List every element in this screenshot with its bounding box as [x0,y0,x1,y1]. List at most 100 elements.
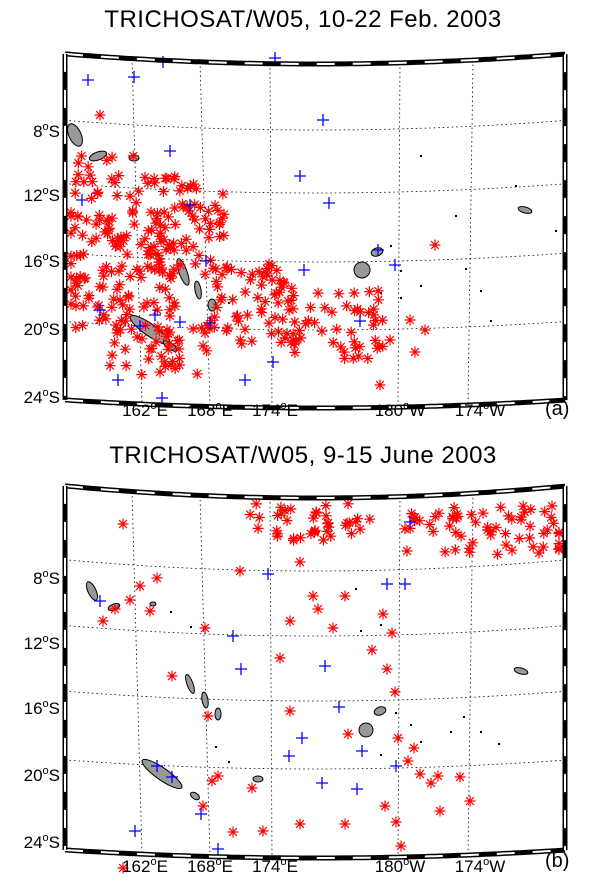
detection-marker [339,590,351,602]
detection-marker [145,206,157,218]
detection-marker [269,289,281,301]
detection-marker [148,297,160,309]
no-detection-marker [184,199,196,211]
island [252,775,264,783]
detection-marker [327,622,339,634]
islet [400,270,402,272]
islet [463,716,465,718]
detection-marker [203,322,215,334]
map-frame [62,483,568,861]
no-detection-marker [298,264,310,276]
detection-marker [372,285,384,297]
detection-marker [135,272,147,283]
detection-marker [525,503,537,515]
island [149,601,157,607]
detection-marker [307,590,319,602]
detection-marker [168,173,180,185]
longitude-label: 180oW [375,400,426,420]
detection-marker [65,298,77,310]
detection-marker [191,368,203,380]
detection-marker [210,263,222,275]
detection-marker [163,338,175,350]
detection-marker [153,264,165,276]
detection-marker [152,249,164,261]
no-detection-marker [129,825,141,837]
detection-marker [188,178,199,190]
detection-marker [342,498,354,510]
detection-marker [464,795,476,807]
detection-marker [70,290,82,302]
detection-marker [154,282,166,293]
detection-marker [439,546,451,558]
detection-marker [182,182,194,194]
detection-marker [553,528,565,539]
detection-marker [338,346,350,358]
detection-marker [121,248,133,260]
detection-marker [70,300,82,312]
detection-marker [381,663,393,675]
no-detection-marker [94,304,106,316]
detection-marker [252,522,264,534]
no-detection-marker [149,309,161,321]
detection-marker [321,525,333,537]
detection-marker [169,202,181,214]
detection-marker [165,272,177,284]
detection-marker [159,356,171,368]
map-title-b: TRICHOSAT/W05, 9-15 June 2003 [109,442,497,469]
detection-marker [77,319,88,331]
no-detection-marker [156,392,168,404]
detection-marker [212,281,224,293]
longitude-gridline [199,495,211,857]
detection-marker [146,343,158,355]
detection-marker [485,525,497,537]
detection-marker [242,309,253,321]
islet [395,712,397,714]
detection-marker [221,325,233,337]
detection-marker [108,293,120,305]
detection-marker [339,818,351,830]
detection-marker [163,238,175,250]
detection-marker [199,622,211,634]
islet [190,626,192,628]
detection-marker [144,605,156,617]
detection-marker [169,171,181,183]
detection-marker [98,270,110,282]
map-panel-b: 8oS 12oS 16oS 20oS 24oS 162oE 168oE 174oE 180oW 1… [24,483,568,876]
detection-marker [153,325,165,337]
detection-marker [139,171,151,183]
detection-marker [76,150,87,162]
latitude-gridline [64,119,566,131]
detection-marker [235,267,247,279]
no-detection-marker [112,374,124,386]
latitude-gridline [64,759,566,770]
detection-marker [177,201,189,213]
detection-marker [232,315,244,327]
detection-marker [537,541,549,553]
detection-marker [111,283,123,295]
detection-marker [69,222,81,234]
latitude-label: 12oS [24,633,60,653]
detection-marker [369,315,381,327]
latitude-gridline [64,690,566,702]
no-detection-marker [296,732,308,744]
islet [390,245,392,247]
islet [400,297,402,299]
no-detection-marker [323,197,335,209]
detection-marker [145,262,157,274]
detection-marker [279,504,291,516]
detection-marker [205,315,217,327]
detection-marker [234,334,246,346]
detection-marker [216,292,228,304]
latitude-gridline [64,559,566,572]
no-detection-marker [381,578,393,590]
detection-marker [72,210,84,222]
detection-marker [65,271,77,283]
detection-marker [104,360,116,372]
longitude-gridline [269,63,273,408]
detection-marker [515,511,527,523]
island [214,707,222,721]
detection-marker [77,229,88,241]
detection-marker [250,498,262,510]
detection-marker [212,770,224,782]
detection-marker [65,258,77,270]
